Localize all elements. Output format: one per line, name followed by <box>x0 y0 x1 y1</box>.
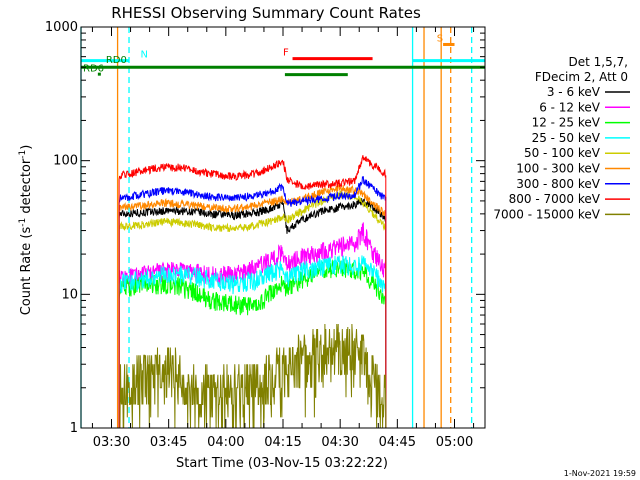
legend-label-7: 800 - 7000 keV <box>509 192 601 206</box>
y-tick-label-1: 10 <box>61 287 78 302</box>
footer-timestamp: 1-Nov-2021 19:59 <box>564 469 636 478</box>
y-axis-label-end: ) <box>19 145 34 150</box>
series-line-5 <box>118 184 387 429</box>
legend-label-3: 25 - 50 keV <box>532 131 601 145</box>
series-line-8 <box>118 323 387 429</box>
rd0-marker <box>97 72 101 76</box>
y-tick-label-0: 1 <box>70 421 78 436</box>
flag-label-2: F <box>283 48 289 59</box>
x-tick-label-6: 05:00 <box>436 435 473 450</box>
y-axis-label: Count Rate (s-1 detector-1) <box>18 145 34 316</box>
x-tick-label-4: 04:30 <box>321 435 358 450</box>
series-line-6 <box>118 176 387 429</box>
chart-title: RHESSI Observing Summary Count Rates <box>111 4 421 22</box>
x-tick-label-2: 04:00 <box>207 435 244 450</box>
y-tick-label-3: 1000 <box>45 20 78 35</box>
legend-label-1: 6 - 12 keV <box>539 100 601 114</box>
flag-label-0: N <box>141 50 148 61</box>
x-axis-label: Start Time (03-Nov-15 03:22:22) <box>176 456 388 471</box>
series-line-7 <box>118 155 387 429</box>
legend-label-8: 7000 - 15000 keV <box>493 207 600 221</box>
y-tick-label-2: 100 <box>53 154 78 169</box>
flag-label-4: RD6 <box>83 64 104 75</box>
series-line-3 <box>118 255 387 429</box>
y-axis-label-sup2: -1 <box>18 150 28 159</box>
y-axis-label-main: Count Rate (s <box>19 227 34 316</box>
flag-label-5: S <box>437 33 443 44</box>
legend-label-6: 300 - 800 keV <box>516 177 600 191</box>
flag-label-3: RD0 <box>106 55 127 66</box>
series-line-1 <box>118 222 387 429</box>
x-tick-label-1: 03:45 <box>150 435 187 450</box>
x-tick-label-5: 04:45 <box>379 435 416 450</box>
legend-label-4: 50 - 100 keV <box>524 146 601 160</box>
x-tick-label-0: 03:30 <box>93 435 130 450</box>
series-line-0 <box>118 198 387 429</box>
legend-label-5: 100 - 300 keV <box>516 162 600 176</box>
x-tick-label-3: 04:15 <box>264 435 301 450</box>
series-line-4 <box>118 190 387 429</box>
y-axis-label-sup1: -1 <box>18 218 28 227</box>
y-axis-label-mid: detector <box>19 158 34 218</box>
legend-label-0: 3 - 6 keV <box>547 85 601 99</box>
legend-header-0: Det 1,5,7, <box>569 55 629 69</box>
legend-header-1: FDecim 2, Att 0 <box>535 70 628 84</box>
legend-label-2: 12 - 25 keV <box>532 116 601 130</box>
